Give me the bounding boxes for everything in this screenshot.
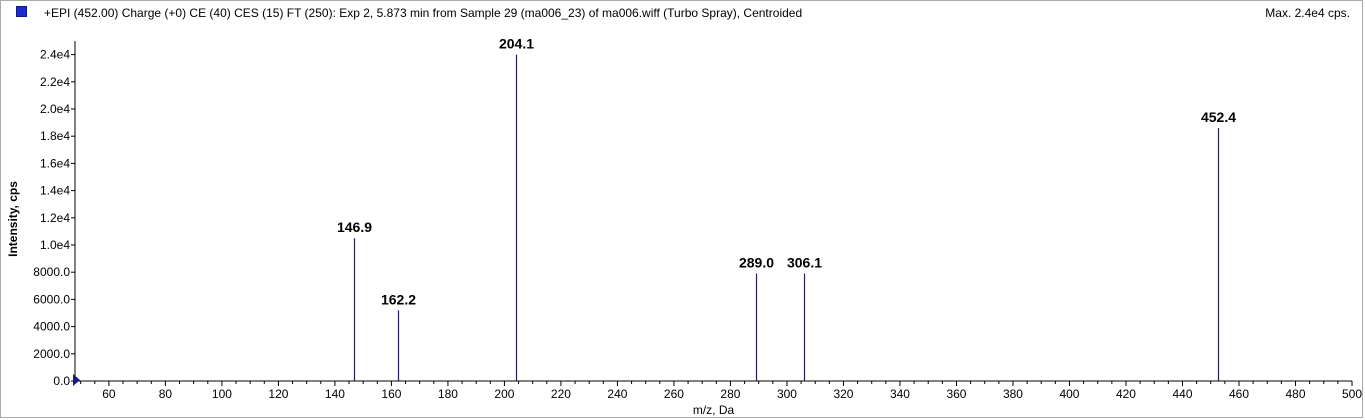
- y-axis: 0.0 2000.0 4000.0 6000.0 8000.0 1.0e4 1.2e4 1.4…: [33, 41, 76, 388]
- peak-label: 162.2: [381, 291, 416, 307]
- x-tick-label: 360: [946, 387, 966, 401]
- peak-label: 146.9: [337, 219, 372, 235]
- x-tick-label: 200: [494, 387, 514, 401]
- y-tick-label: 6000.0: [33, 292, 70, 306]
- y-tick-label: 1.2e4: [40, 211, 70, 225]
- spectrum-title: +EPI (452.00) Charge (+0) CE (40) CES (1…: [44, 6, 803, 20]
- peak-label: 306.1: [787, 255, 822, 271]
- peak-label: 452.4: [1201, 109, 1236, 125]
- x-tick-label: 260: [664, 387, 684, 401]
- max-intensity-label: Max. 2.4e4 cps.: [1265, 6, 1350, 20]
- x-tick-label: 340: [890, 387, 910, 401]
- peak-label: 289.0: [739, 255, 774, 271]
- x-tick-label: 280: [720, 387, 740, 401]
- x-tick-label: 80: [159, 387, 173, 401]
- x-tick-label: 180: [438, 387, 458, 401]
- x-tick-label: 480: [1285, 387, 1305, 401]
- x-tick-label: 500: [1342, 387, 1362, 401]
- x-axis-title: m/z, Da: [693, 403, 735, 417]
- x-tick-label: 160: [381, 387, 401, 401]
- x-tick-label: 320: [833, 387, 853, 401]
- peak-label: 204.1: [499, 36, 534, 52]
- x-tick-label: 440: [1172, 387, 1192, 401]
- x-tick-label: 420: [1116, 387, 1136, 401]
- y-tick-label: 1.6e4: [40, 156, 70, 170]
- y-tick-label: 0.0: [53, 374, 70, 388]
- y-axis-title: Intensity, cps: [6, 181, 20, 257]
- x-tick-label: 400: [1059, 387, 1079, 401]
- x-tick-label: 460: [1229, 387, 1249, 401]
- x-tick-label: 240: [607, 387, 627, 401]
- y-tick-label: 1.8e4: [40, 129, 70, 143]
- peaks-group: 146.9 162.2 204.1 289.0 306.1 452.4: [337, 36, 1236, 381]
- y-tick-label: 8000.0: [33, 265, 70, 279]
- y-tick-label: 2.4e4: [40, 48, 70, 62]
- y-tick-label: 1.4e4: [40, 184, 70, 198]
- x-tick-label: 300: [777, 387, 797, 401]
- y-tick-label: 1.0e4: [40, 238, 70, 252]
- x-tick-label: 380: [1003, 387, 1023, 401]
- cursor-marker-icon[interactable]: [73, 374, 80, 386]
- y-tick-label: 4000.0: [33, 320, 70, 334]
- x-tick-label: 100: [212, 387, 232, 401]
- x-axis: 60 80 100 120 140 160 180 200 220 240 260 280 300 320…: [75, 380, 1362, 401]
- series-color-swatch[interactable]: [16, 6, 27, 17]
- x-tick-label: 60: [102, 387, 116, 401]
- y-tick-label: 2.0e4: [40, 102, 70, 116]
- x-tick-label: 140: [325, 387, 345, 401]
- x-tick-label: 120: [268, 387, 288, 401]
- y-tick-label: 2.2e4: [40, 75, 70, 89]
- y-tick-label: 2000.0: [33, 347, 70, 361]
- x-tick-label: 220: [551, 387, 571, 401]
